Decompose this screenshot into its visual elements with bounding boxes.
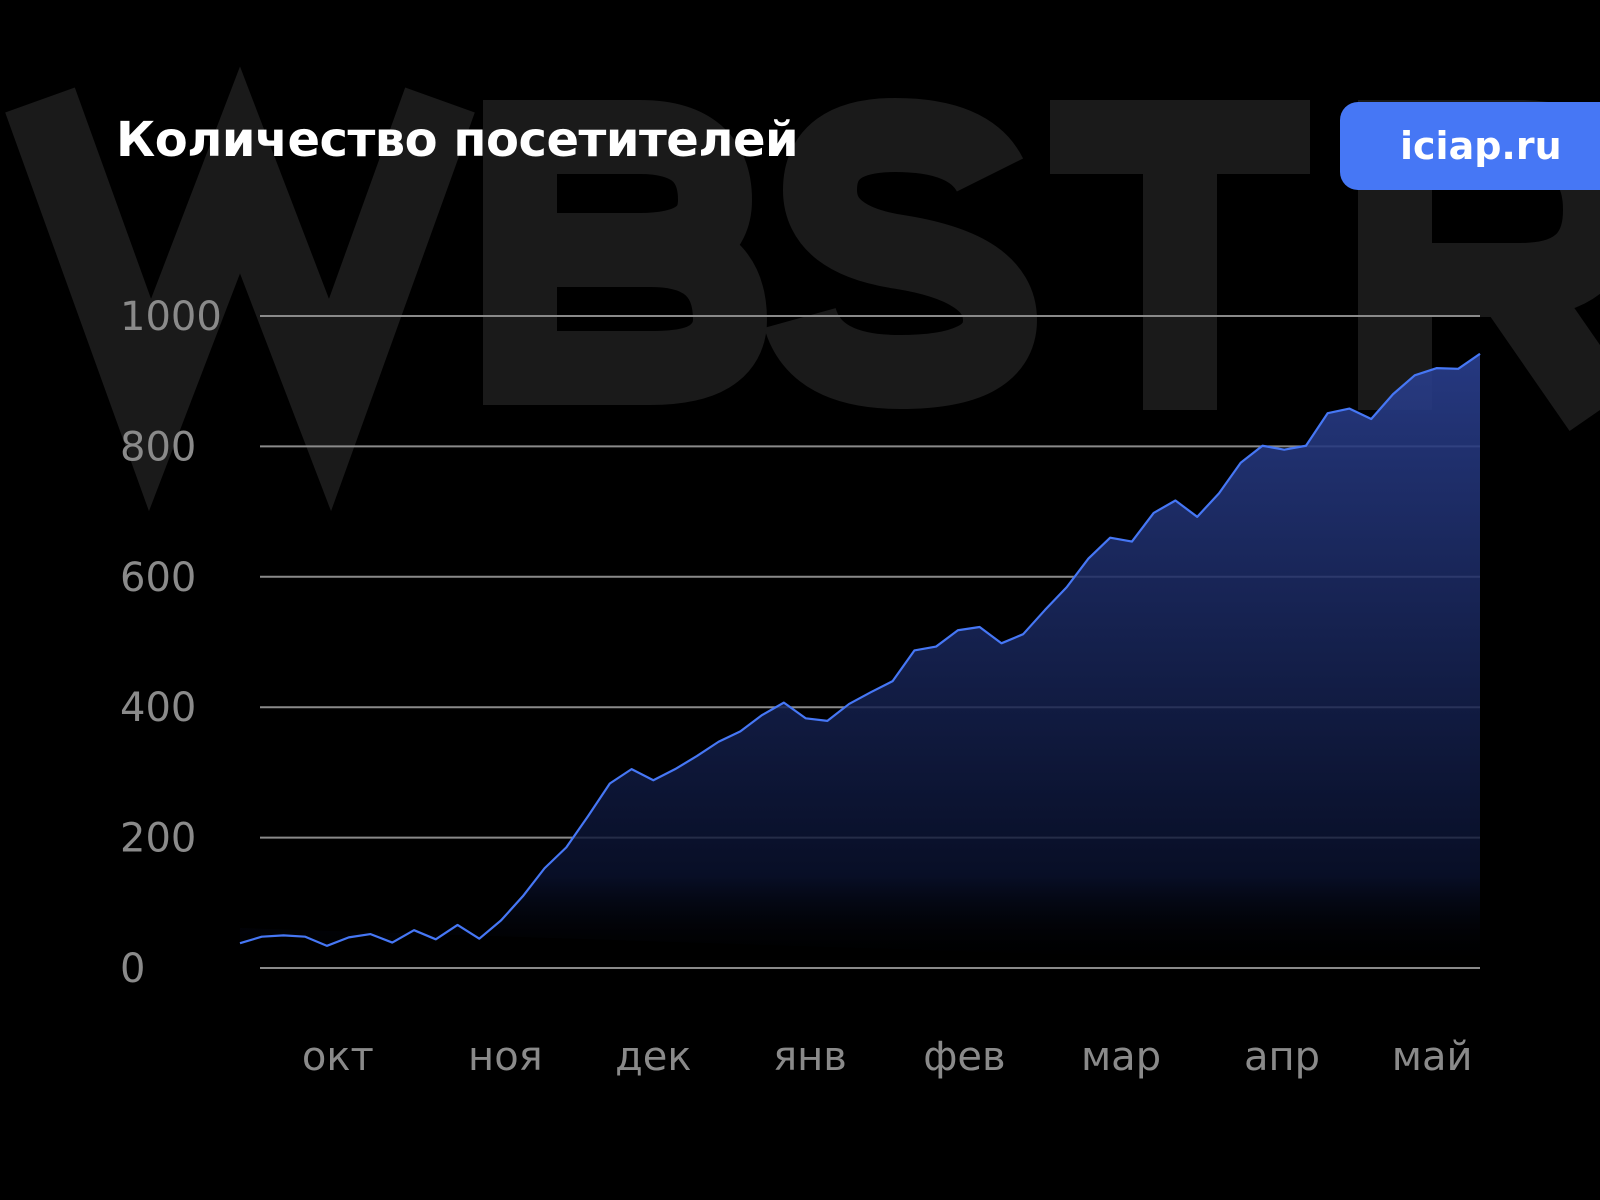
x-tick-label: апр (1244, 1034, 1320, 1080)
watermark-letter-t (1050, 100, 1310, 410)
x-tick-label: янв (773, 1034, 847, 1080)
watermark-letter-w (5, 66, 475, 512)
x-tick-label: май (1392, 1034, 1473, 1080)
area-fill (240, 353, 1480, 968)
series-line (239, 352, 1481, 947)
watermark-letter-s (764, 97, 1038, 410)
x-tick-label: мар (1081, 1034, 1161, 1080)
x-tick-label: фев (923, 1034, 1005, 1080)
y-tick-label: 600 (120, 555, 196, 601)
y-tick-label: 0 (120, 946, 145, 992)
x-tick-label: окт (302, 1034, 374, 1080)
y-tick-label: 1000 (120, 294, 222, 340)
site-badge[interactable]: iciap.ru (1340, 102, 1600, 190)
y-tick-label: 400 (120, 685, 196, 731)
x-tick-label: дек (615, 1034, 691, 1080)
x-tick-label: ноя (468, 1034, 543, 1080)
y-tick-label: 200 (120, 816, 196, 862)
watermark-letter-b (483, 100, 768, 405)
page-title: Количество посетителей (116, 112, 799, 168)
y-tick-label: 800 (120, 424, 196, 470)
watermark-letters (5, 66, 1600, 512)
